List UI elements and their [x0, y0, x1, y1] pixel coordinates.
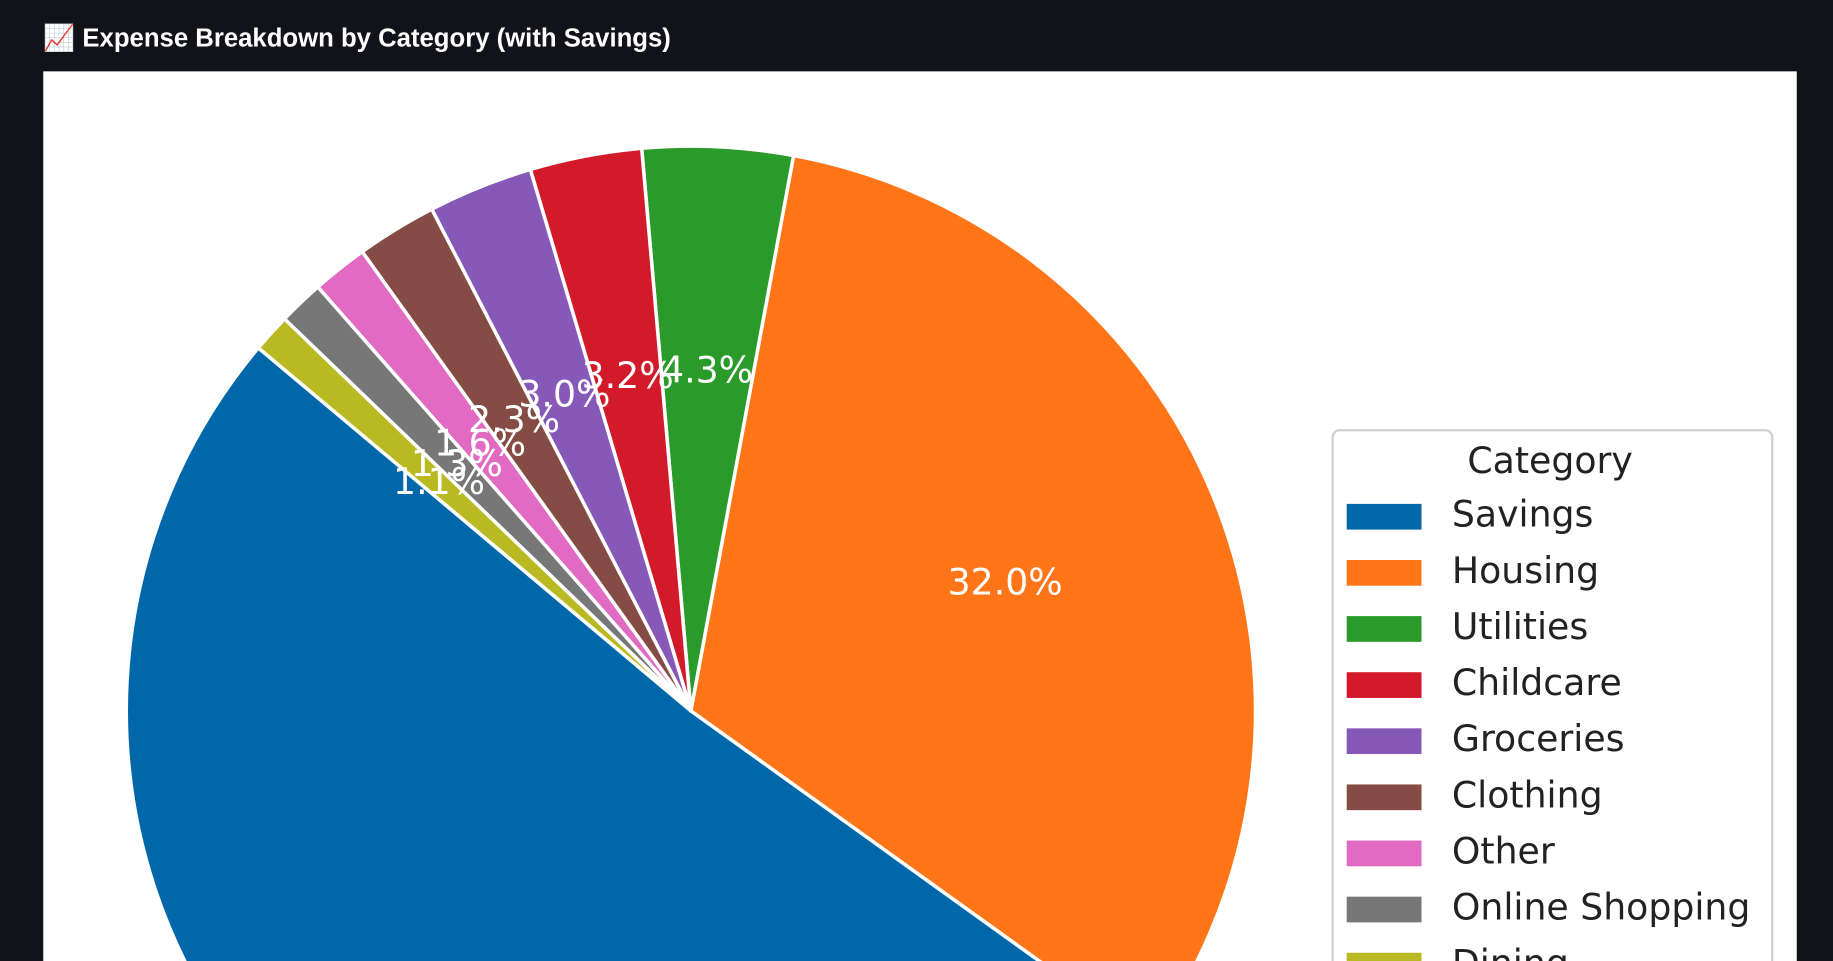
- legend-label: Dining: [1452, 942, 1569, 961]
- legend-swatch: [1346, 952, 1422, 961]
- legend-label: Savings: [1452, 493, 1594, 536]
- slice-label: 1.3%: [411, 442, 503, 485]
- legend-swatch: [1346, 896, 1422, 923]
- slice-label: 2.3%: [468, 398, 560, 441]
- legend-swatch: [1346, 559, 1422, 586]
- pie-slice: [689, 153, 1258, 961]
- slice-label: 3.0%: [518, 373, 610, 416]
- legend-label: Childcare: [1452, 661, 1622, 704]
- legend-title: Category: [1467, 439, 1632, 482]
- chart-title: 📈 Expense Breakdown by Category (with Sa…: [43, 23, 671, 53]
- legend-swatch: [1346, 784, 1422, 811]
- legend: Category Savings Housing Utilities Childcar…: [1331, 429, 1774, 961]
- legend-label: Housing: [1452, 549, 1599, 592]
- legend-swatch: [1346, 840, 1422, 867]
- legend-label: Clothing: [1452, 773, 1603, 816]
- legend-swatch: [1346, 728, 1422, 755]
- legend-label: Other: [1452, 829, 1555, 872]
- pie-slice: [256, 317, 693, 713]
- pie-slice: [124, 346, 1043, 961]
- legend-swatch: [1346, 616, 1422, 642]
- legend-label: Utilities: [1452, 605, 1588, 648]
- legend-label: Online Shopping: [1452, 886, 1750, 929]
- slice-label: 1.6%: [434, 422, 526, 465]
- legend-swatch: [1346, 672, 1422, 698]
- legend-box: [1331, 429, 1774, 961]
- slice-label: 1.1%: [393, 460, 485, 503]
- pie-chart: 32.0% 4.3%3.2%3.0%2.3%1.6%1.3%1.1%: [124, 144, 1258, 961]
- legend-swatch: [1346, 503, 1422, 530]
- slice-label: 3.2%: [582, 354, 674, 397]
- slice-label: 32.0%: [948, 560, 1063, 603]
- slice-label: 4.3%: [661, 348, 753, 391]
- legend-label: Groceries: [1452, 717, 1625, 760]
